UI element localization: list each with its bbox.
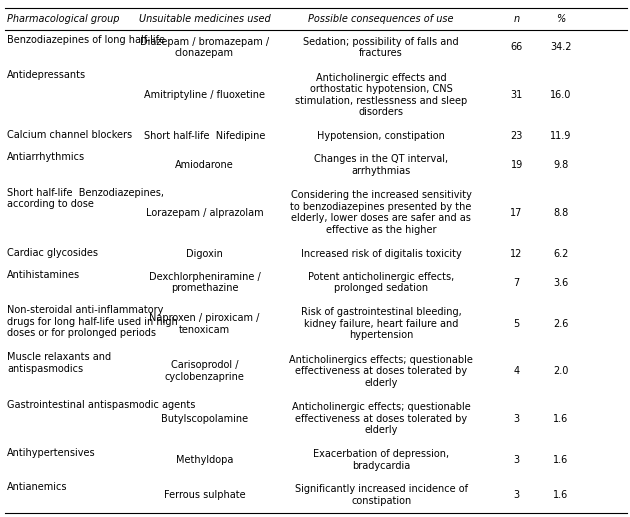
Text: Increased risk of digitalis toxicity: Increased risk of digitalis toxicity: [301, 249, 462, 258]
Text: 5: 5: [513, 319, 520, 329]
Text: 19: 19: [510, 160, 523, 170]
Text: 17: 17: [510, 207, 523, 218]
Text: Anticholinergic effects; questionable
effectiveness at doses tolerated by
elderl: Anticholinergic effects; questionable ef…: [292, 402, 471, 435]
Text: Lorazepam / alprazolam: Lorazepam / alprazolam: [146, 207, 263, 218]
Text: 7: 7: [513, 278, 520, 287]
Text: Hypotension, constipation: Hypotension, constipation: [318, 131, 445, 141]
Text: Risk of gastrointestinal bleeding,
kidney failure, heart failure and
hypertensio: Risk of gastrointestinal bleeding, kidne…: [301, 307, 462, 340]
Text: 66: 66: [510, 42, 523, 53]
Text: 2.6: 2.6: [553, 319, 568, 329]
Text: Amitriptyline / fluoxetine: Amitriptyline / fluoxetine: [144, 90, 265, 100]
Text: n: n: [513, 14, 520, 24]
Text: Dexchlorpheniramine /
promethazine: Dexchlorpheniramine / promethazine: [149, 272, 260, 293]
Text: 31: 31: [510, 90, 523, 100]
Text: 2.0: 2.0: [553, 366, 568, 376]
Text: 23: 23: [510, 131, 523, 141]
Text: Naproxen / piroxicam /
tenoxicam: Naproxen / piroxicam / tenoxicam: [149, 313, 260, 334]
Text: Butylscopolamine: Butylscopolamine: [161, 414, 248, 424]
Text: Possible consequences of use: Possible consequences of use: [309, 14, 454, 24]
Text: Considering the increased sensitivity
to benzodiazepines presented by the
elderl: Considering the increased sensitivity to…: [290, 190, 472, 235]
Text: Antihypertensives: Antihypertensives: [7, 448, 96, 458]
Text: Short half-life  Nifedipine: Short half-life Nifedipine: [144, 131, 265, 141]
Text: %: %: [556, 14, 565, 24]
Text: Antianemics: Antianemics: [7, 482, 67, 493]
Text: Anticholinergics effects; questionable
effectiveness at doses tolerated by
elder: Anticholinergics effects; questionable e…: [289, 355, 473, 388]
Text: 8.8: 8.8: [553, 207, 568, 218]
Text: 3: 3: [513, 455, 520, 465]
Text: Antiarrhythmics: Antiarrhythmics: [7, 153, 85, 162]
Text: 1.6: 1.6: [553, 455, 568, 465]
Text: Exacerbation of depression,
bradycardia: Exacerbation of depression, bradycardia: [313, 449, 449, 471]
Text: 3.6: 3.6: [553, 278, 568, 287]
Text: Non-steroidal anti-inflammatory
drugs for long half-life used in high
doses or f: Non-steroidal anti-inflammatory drugs fo…: [7, 305, 178, 338]
Text: 34.2: 34.2: [550, 42, 571, 53]
Text: Methyldopa: Methyldopa: [176, 455, 233, 465]
Text: Significantly increased incidence of
constipation: Significantly increased incidence of con…: [295, 484, 467, 506]
Text: Changes in the QT interval,
arrhythmias: Changes in the QT interval, arrhythmias: [314, 154, 448, 176]
Text: Amiodarone: Amiodarone: [175, 160, 234, 170]
Text: Short half-life  Benzodiazepines,
according to dose: Short half-life Benzodiazepines, accordi…: [7, 188, 164, 209]
Text: Calcium channel blockers: Calcium channel blockers: [7, 130, 132, 140]
Text: 1.6: 1.6: [553, 490, 568, 500]
Text: 6.2: 6.2: [553, 249, 568, 258]
Text: Digoxin: Digoxin: [186, 249, 223, 258]
Text: 16.0: 16.0: [550, 90, 571, 100]
Text: 1.6: 1.6: [553, 414, 568, 424]
Text: Antihistamines: Antihistamines: [7, 270, 80, 280]
Text: Ferrous sulphate: Ferrous sulphate: [164, 490, 245, 500]
Text: 3: 3: [513, 490, 520, 500]
Text: Potent anticholinergic effects,
prolonged sedation: Potent anticholinergic effects, prolonge…: [308, 272, 454, 293]
Text: Gastrointestinal antispasmodic agents: Gastrointestinal antispasmodic agents: [7, 400, 195, 410]
Text: 3: 3: [513, 414, 520, 424]
Text: 11.9: 11.9: [550, 131, 571, 141]
Text: Pharmacological group: Pharmacological group: [7, 14, 120, 24]
Text: Carisoprodol /
cyclobenzaprine: Carisoprodol / cyclobenzaprine: [164, 360, 244, 382]
Text: Benzodiazepines of long half-life: Benzodiazepines of long half-life: [7, 35, 165, 45]
Text: 9.8: 9.8: [553, 160, 568, 170]
Text: Cardiac glycosides: Cardiac glycosides: [7, 248, 98, 257]
Text: Sedation; possibility of falls and
fractures: Sedation; possibility of falls and fract…: [303, 37, 459, 58]
Text: Antidepressants: Antidepressants: [7, 70, 86, 80]
Text: 4: 4: [513, 366, 520, 376]
Text: Unsuitable medicines used: Unsuitable medicines used: [139, 14, 270, 24]
Text: Muscle relaxants and
antispasmodics: Muscle relaxants and antispasmodics: [7, 353, 111, 374]
Text: Diazepam / bromazepam /
clonazepam: Diazepam / bromazepam / clonazepam: [140, 37, 269, 58]
Text: Anticholinergic effects and
orthostatic hypotension, CNS
stimulation, restlessne: Anticholinergic effects and orthostatic …: [295, 72, 467, 117]
Text: 12: 12: [510, 249, 523, 258]
